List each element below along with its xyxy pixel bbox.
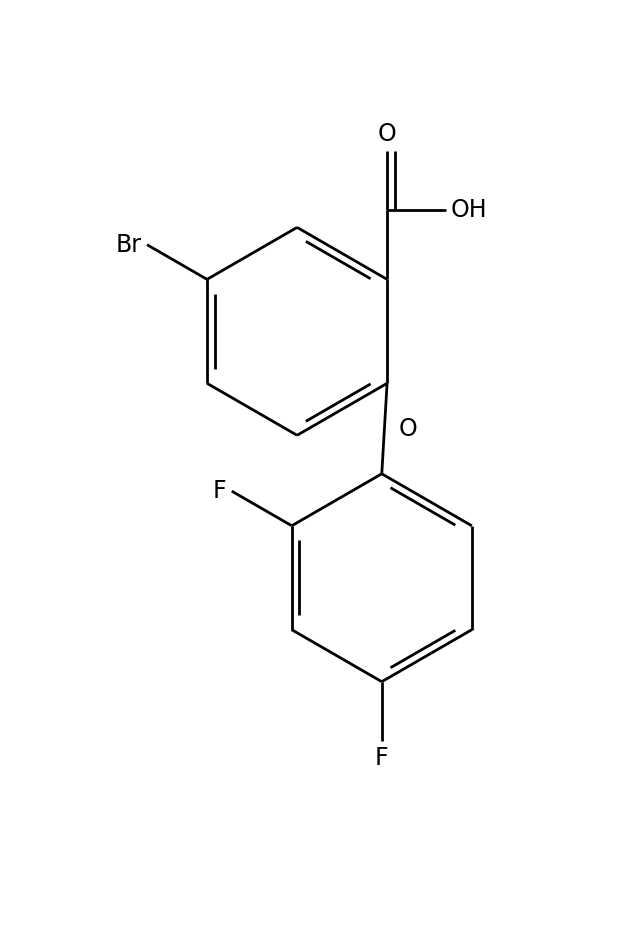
Text: F: F bbox=[375, 746, 389, 770]
Text: O: O bbox=[378, 122, 396, 145]
Text: F: F bbox=[213, 479, 226, 503]
Text: Br: Br bbox=[116, 232, 142, 257]
Text: OH: OH bbox=[450, 198, 488, 222]
Text: O: O bbox=[398, 417, 417, 441]
